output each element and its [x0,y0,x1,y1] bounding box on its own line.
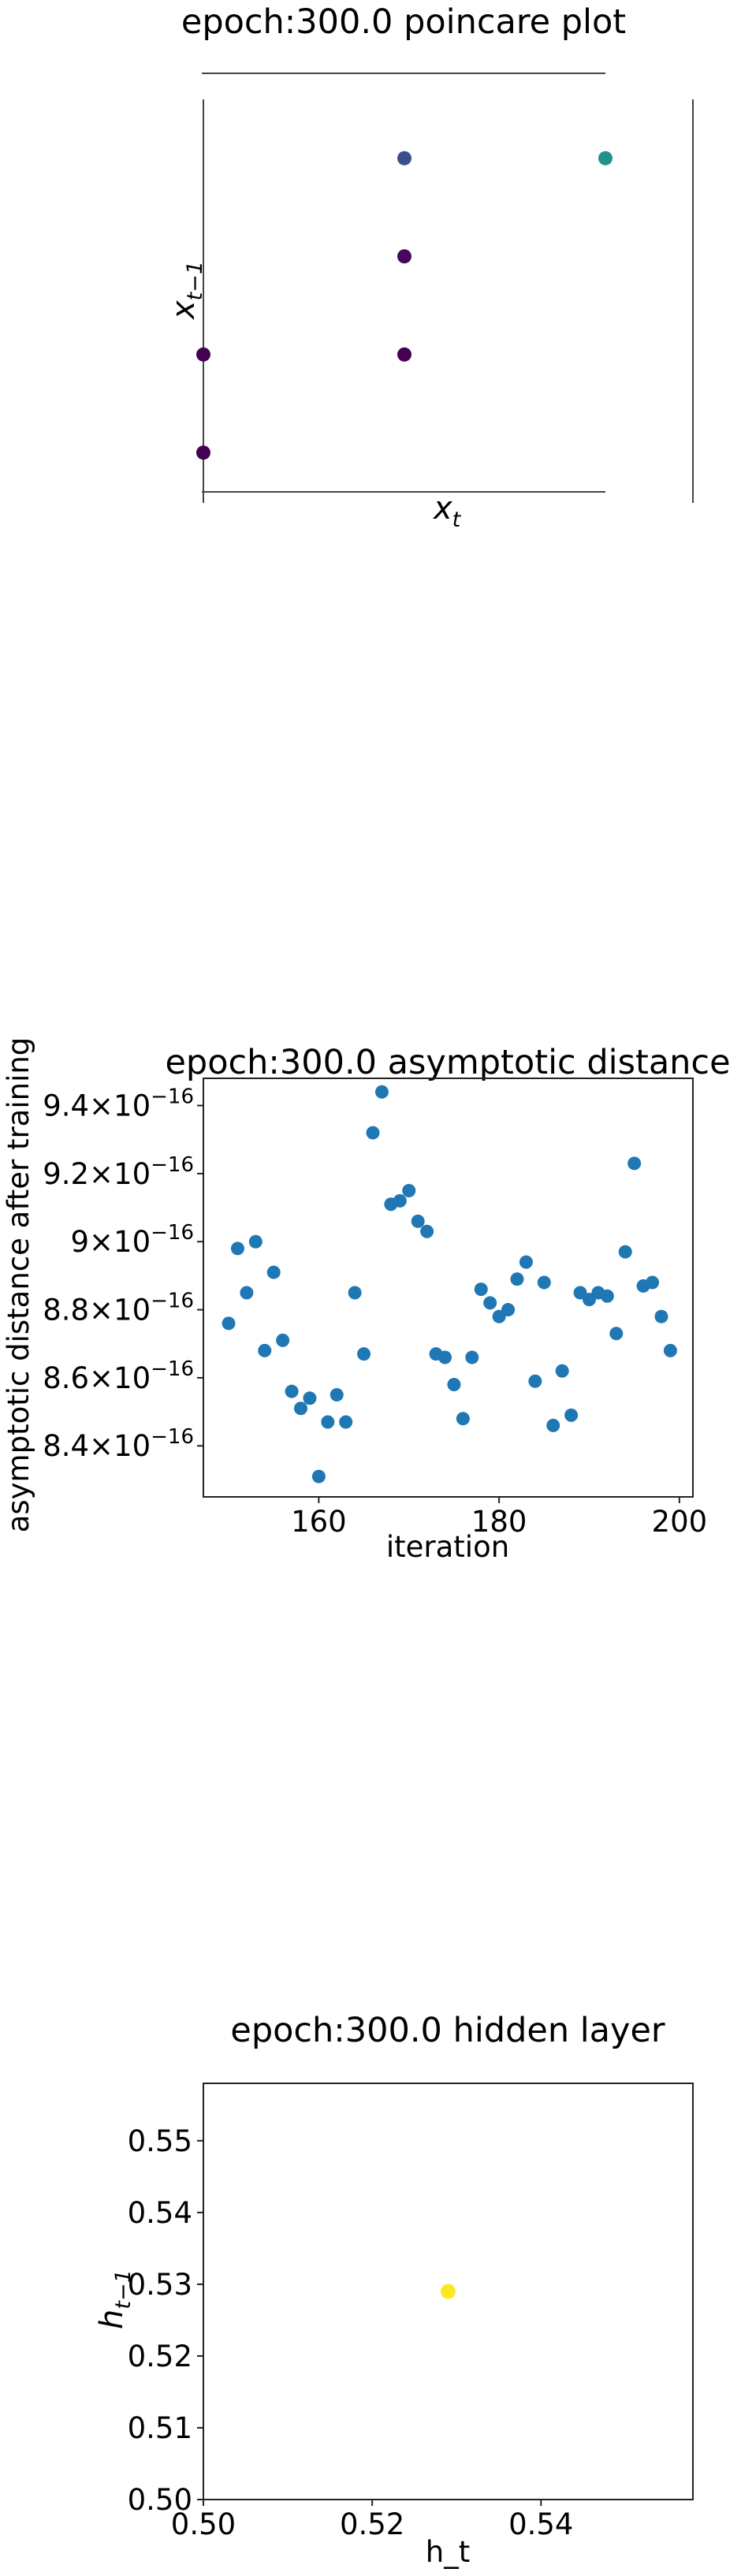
poincare-point-5 [598,151,613,166]
asymptotic-point-49 [663,1343,677,1357]
asymptotic-y-ticks: 8.4×10−16 8.6×10−16 8.8×10−16 9×10−16 9.2×10… [43,1085,203,1463]
hidden-layer-ytick-label-4: 0.54 [128,2196,192,2230]
asymptotic-point-26 [456,1412,470,1426]
asymptotic-ytick-label-0: 8.4×10−16 [43,1425,194,1463]
poincare-point-4 [397,151,411,166]
asymptotic-point-13 [339,1415,353,1429]
asymptotic-point-17 [374,1085,389,1099]
asymptotic-point-14 [348,1286,362,1300]
asymptotic-point-8 [294,1402,308,1416]
asymptotic-point-47 [646,1275,660,1290]
poincare-point-3 [397,249,411,264]
asymptotic-point-9 [303,1391,317,1405]
hidden-layer-plot-frame [203,2083,694,2500]
asymptotic-point-37 [555,1364,569,1378]
hidden-layer-ytick-label-5: 0.55 [128,2124,192,2158]
asymptotic-xlabel: iteration [386,1530,509,1564]
asymptotic-point-28 [474,1282,488,1297]
asymptotic-point-38 [564,1408,579,1422]
asymptotic-xtick-label-0: 160 [291,1505,347,1539]
hidden-layer-x-ticks: 0.50 0.52 0.54 [171,2500,573,2541]
hidden-layer-ytick-label-2: 0.52 [128,2340,192,2373]
asymptotic-point-33 [519,1255,533,1269]
asymptotic-point-24 [438,1350,452,1364]
poincare-xlabel-sub: t [452,508,462,532]
poincare-point-0 [196,445,210,460]
poincare-ylabel: xt−1 [166,261,207,321]
asymptotic-ytick-label-3: 9×10−16 [71,1221,195,1259]
asymptotic-point-0 [222,1316,236,1331]
poincare-xlabel: xt [432,490,462,532]
asymptotic-ytick-label-2: 8.8×10−16 [43,1290,194,1327]
asymptotic-point-29 [483,1296,497,1310]
asymptotic-ytick-label-1: 8.6×10−16 [43,1357,194,1395]
asymptotic-point-34 [528,1374,542,1388]
asymptotic-point-44 [618,1245,632,1259]
asymptotic-point-25 [447,1378,461,1392]
hidden-layer-ytick-label-3: 0.53 [128,2268,192,2302]
asymptotic-xtick-label-1: 180 [471,1505,527,1539]
asymptotic-title: epoch:300.0 asymptotic distance [165,1043,730,1082]
asymptotic-point-19 [393,1193,407,1208]
hidden-layer-chart: epoch:300.0 hidden layer 0.50 0.52 0.54 0.… [94,2011,694,2569]
asymptotic-ytick-label-4: 9.2×10−16 [43,1153,194,1191]
hidden-layer-xtick-label-1: 0.52 [340,2507,404,2541]
hidden-layer-title: epoch:300.0 hidden layer [230,2011,665,2050]
poincare-point-1 [196,347,210,362]
asymptotic-ytick-label-5: 9.4×10−16 [43,1085,194,1123]
asymptotic-point-7 [285,1384,299,1398]
hidden-layer-ytick-label-0: 0.50 [128,2483,192,2517]
asymptotic-point-16 [366,1126,380,1140]
hidden-layer-y-ticks: 0.50 0.51 0.52 0.53 0.54 0.55 [128,2124,203,2517]
asymptotic-point-15 [357,1347,371,1361]
asymptotic-point-32 [510,1272,524,1286]
poincare-chart: epoch:300.0 poincare plot xt xt−1 [166,2,694,532]
asymptotic-point-3 [248,1234,263,1249]
asymptotic-point-12 [330,1387,344,1402]
asymptotic-point-4 [258,1343,272,1357]
poincare-title: epoch:300.0 poincare plot [181,2,626,42]
asymptotic-plot-frame [203,1078,694,1498]
asymptotic-point-45 [627,1156,642,1171]
asymptotic-point-10 [311,1469,326,1483]
hidden-layer-points [441,2284,456,2299]
asymptotic-point-11 [321,1415,335,1429]
asymptotic-point-2 [240,1286,254,1300]
hidden-layer-xtick-label-2: 0.54 [508,2507,573,2541]
asymptotic-point-20 [402,1183,416,1197]
hidden-layer-xlabel: h_t [426,2535,470,2569]
asymptotic-point-31 [501,1303,516,1317]
hidden-layer-ytick-label-1: 0.51 [128,2411,192,2445]
hidden-layer-point-0 [441,2284,456,2299]
asymptotic-point-42 [600,1289,614,1303]
asymptotic-ylabel: asymptotic distance after training [2,1037,35,1533]
hidden-layer-xtick-label-0: 0.50 [171,2507,236,2541]
asymptotic-x-ticks: 160 180 200 [291,1497,707,1539]
hidden-layer-ylabel: ht−1 [94,2269,136,2329]
asymptotic-point-27 [465,1350,479,1364]
asymptotic-point-1 [230,1241,244,1256]
poincare-ylabel-sub: t−1 [183,261,207,300]
asymptotic-point-22 [420,1224,434,1238]
asymptotic-point-43 [609,1327,624,1341]
poincare-point-2 [397,347,411,362]
asymptotic-points [222,1085,677,1483]
asymptotic-xtick-label-2: 200 [652,1505,708,1539]
poincare-points [196,151,613,460]
asymptotic-point-48 [654,1309,668,1323]
asymptotic-point-5 [266,1265,281,1279]
asymptotic-point-36 [546,1418,560,1432]
hidden-layer-ylabel-sub: t−1 [111,2269,136,2309]
asymptotic-chart: epoch:300.0 asymptotic distance 160 180 20… [2,1037,731,1564]
asymptotic-point-35 [537,1275,551,1290]
asymptotic-point-6 [276,1333,290,1347]
asymptotic-point-21 [411,1214,425,1228]
